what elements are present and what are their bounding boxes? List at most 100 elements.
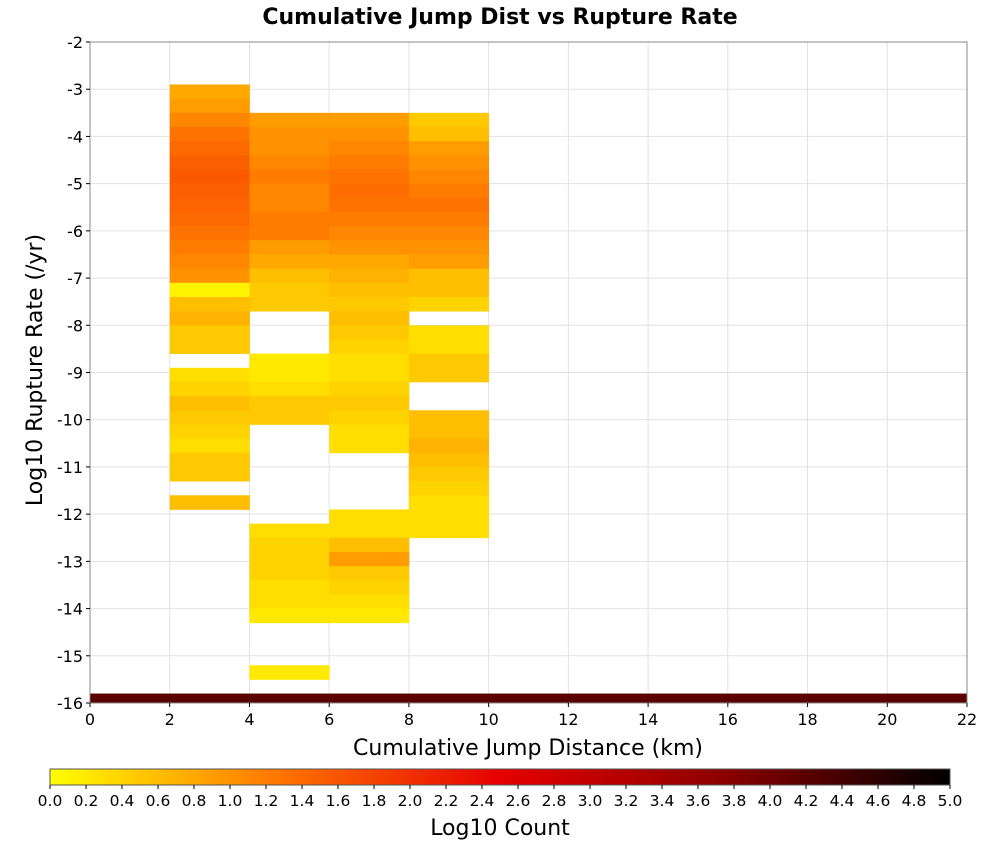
heatmap-cell (408, 126, 490, 142)
heatmap-cells (90, 84, 968, 704)
colorbar (49, 768, 951, 786)
heatmap-cell (249, 580, 330, 595)
heatmap-cell (329, 396, 410, 411)
colorbar-tick-label-25: 5.0 (938, 792, 963, 810)
colorbar-tick-label-15: 3.0 (578, 792, 603, 810)
heatmap-cell (249, 551, 330, 567)
heatmap-cell (169, 296, 250, 312)
y-tick-label-3: -5 (67, 175, 83, 194)
heatmap-cell (249, 197, 330, 213)
x-tick-label-5: 10 (478, 710, 498, 729)
y-tick-label-12: -14 (57, 600, 83, 619)
heatmap-cell (408, 495, 490, 510)
colorbar-tick-label-3: 0.6 (146, 792, 171, 810)
heatmap-cell (408, 183, 490, 199)
heatmap-cell (249, 211, 330, 227)
heatmap-cell (169, 410, 250, 425)
heatmap-cell (329, 197, 410, 213)
heatmap-cell (169, 367, 250, 383)
heatmap-cell (408, 523, 490, 539)
heatmap-cell (329, 608, 410, 624)
y-tick-label-7: -9 (67, 364, 83, 383)
heatmap-cell (249, 523, 330, 539)
heatmap-cell (249, 566, 330, 581)
colorbar-tick-label-16: 3.2 (614, 792, 639, 810)
x-tick-label-8: 16 (718, 710, 738, 729)
heatmap-cell (169, 424, 250, 439)
heatmap-cell (727, 693, 808, 704)
y-tick-label-8: -10 (57, 411, 83, 430)
heatmap-cell (408, 693, 490, 704)
colorbar-tick-label-20: 4.0 (758, 792, 783, 810)
heatmap-cell (329, 551, 410, 567)
heatmap-cell (329, 282, 410, 298)
x-tick-label-1: 2 (165, 710, 175, 729)
heatmap-cell (408, 367, 490, 383)
heatmap-cell (169, 325, 250, 340)
heatmap-cell (249, 665, 330, 680)
heatmap-cell (329, 580, 410, 595)
colorbar-tick-label-7: 1.4 (290, 792, 315, 810)
heatmap-cell (249, 155, 330, 170)
heatmap-cell (169, 226, 250, 241)
colorbar-tick-label-22: 4.4 (830, 792, 855, 810)
heatmap-cell (329, 438, 410, 454)
x-tick-label-0: 0 (85, 710, 95, 729)
heatmap-cell (408, 226, 490, 241)
x-axis-ticks: 0 2 4 6 8 10 12 14 16 18 20 22 (85, 703, 977, 729)
colorbar-tick-label-11: 2.2 (434, 792, 459, 810)
heatmap-cell (169, 452, 250, 468)
x-tick-label-3: 6 (324, 710, 334, 729)
heatmap-cell (488, 693, 569, 704)
heatmap-cell (329, 268, 410, 284)
heatmap-cell (249, 268, 330, 284)
heatmap-cell (169, 197, 250, 213)
heatmap-cell (169, 466, 250, 482)
heatmap-cell (408, 254, 490, 270)
heatmap-cell (408, 438, 490, 454)
heatmap-cell (249, 296, 330, 312)
x-tick-label-10: 20 (877, 710, 897, 729)
colorbar-tick-label-6: 1.2 (254, 792, 279, 810)
heatmap-cell (249, 410, 330, 425)
heatmap-cell (329, 311, 410, 326)
heatmap-cell (169, 98, 250, 114)
heatmap-cell (329, 693, 410, 704)
y-tick-label-6: -8 (67, 316, 83, 335)
heatmap-cell (249, 381, 330, 397)
heatmap-cell (329, 126, 410, 142)
colorbar-tick-label-9: 1.8 (362, 792, 387, 810)
heatmap-cell (169, 126, 250, 142)
heatmap-cell (329, 381, 410, 397)
heatmap-cell (169, 693, 250, 704)
heatmap-cell (329, 566, 410, 581)
heatmap-cell (408, 268, 490, 284)
heatmap-cell (169, 396, 250, 411)
colorbar-label: Log10 Count (430, 816, 570, 841)
heatmap-cell (169, 84, 250, 100)
heatmap-cell (169, 268, 250, 284)
y-tick-label-9: -11 (57, 458, 83, 477)
heatmap-cell (408, 282, 490, 298)
x-tick-label-7: 14 (638, 710, 658, 729)
y-tick-label-4: -6 (67, 222, 83, 241)
heatmap-cell (408, 424, 490, 439)
heatmap-cell (329, 339, 410, 355)
heatmap-cell (249, 353, 330, 369)
colorbar-tick-label-17: 3.4 (650, 792, 675, 810)
heatmap-cell (90, 693, 171, 704)
heatmap-cell (408, 410, 490, 425)
heatmap-cell (408, 325, 490, 340)
y-tick-label-2: -4 (67, 127, 83, 146)
heatmap-cell (249, 183, 330, 199)
heatmap-cell (249, 396, 330, 411)
colorbar-tick-label-8: 1.6 (326, 792, 351, 810)
colorbar-tick-label-12: 2.4 (470, 792, 495, 810)
heatmap-cell (249, 141, 330, 156)
heatmap-cell (329, 240, 410, 255)
heatmap-cell (568, 693, 649, 704)
heatmap-cell (408, 197, 490, 213)
heatmap-cell (169, 211, 250, 227)
heatmap-cell (169, 141, 250, 156)
